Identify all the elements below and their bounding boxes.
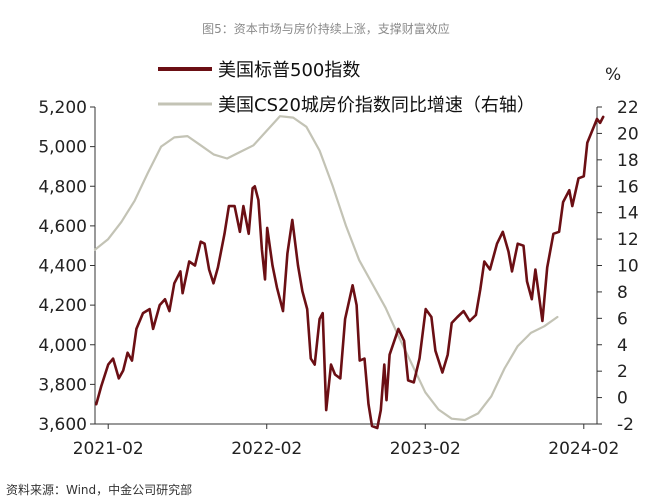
chart-title: 图5：资本市场与房价持续上涨，支撑财富效应	[202, 22, 450, 36]
right-tick-label: 6	[617, 309, 628, 329]
right-tick-label: 2	[617, 362, 628, 382]
left-tick-label: 4,400	[38, 257, 87, 277]
x-tick-label: 2021-02	[73, 439, 144, 459]
plot-area	[93, 115, 605, 430]
series-line-cs20	[93, 115, 559, 422]
x-tick-label: 2022-02	[231, 439, 302, 459]
left-tick-label: 4,000	[38, 336, 87, 356]
legend-label-cs20: 美国CS20城房价指数同比增速（右轴）	[218, 95, 535, 116]
left-tick-label: 4,600	[38, 217, 87, 237]
right-axis-ticks: -2 0 2 4 6 8 10 12 14 16 18 20 22	[597, 98, 639, 435]
right-tick-label: 0	[617, 389, 628, 409]
x-tick-label: 2024-02	[548, 439, 619, 459]
right-tick-label: 12	[617, 230, 639, 250]
right-tick-label: -2	[617, 415, 634, 435]
right-tick-label: 22	[617, 98, 639, 118]
legend-label-sp500: 美国标普500指数	[218, 60, 360, 81]
right-tick-label: 8	[617, 283, 628, 303]
right-tick-label: 14	[617, 204, 639, 224]
source-note: 资料来源：Wind，中金公司研究部	[6, 483, 193, 497]
right-tick-label: 18	[617, 151, 639, 171]
x-axis-ticks: 2021-02 2022-02 2023-02 2024-02	[73, 424, 619, 459]
left-tick-label: 5,000	[38, 138, 87, 158]
left-tick-label: 5,200	[38, 98, 87, 118]
legend: 美国标普500指数 美国CS20城房价指数同比增速（右轴）	[158, 60, 535, 116]
right-tick-label: 16	[617, 177, 639, 197]
right-tick-label: 20	[617, 124, 639, 144]
right-axis-unit: %	[605, 65, 621, 85]
x-tick-label: 2023-02	[390, 439, 461, 459]
right-tick-label: 4	[617, 336, 628, 356]
left-tick-label: 4,800	[38, 177, 87, 197]
left-axis-ticks: 3,600 3,800 4,000 4,200 4,400 4,600 4,800 5,000…	[38, 98, 95, 435]
series-line-sp500	[95, 115, 605, 430]
left-tick-label: 4,200	[38, 296, 87, 316]
left-tick-label: 3,600	[38, 415, 87, 435]
left-tick-label: 3,800	[38, 375, 87, 395]
right-tick-label: 10	[617, 257, 639, 277]
